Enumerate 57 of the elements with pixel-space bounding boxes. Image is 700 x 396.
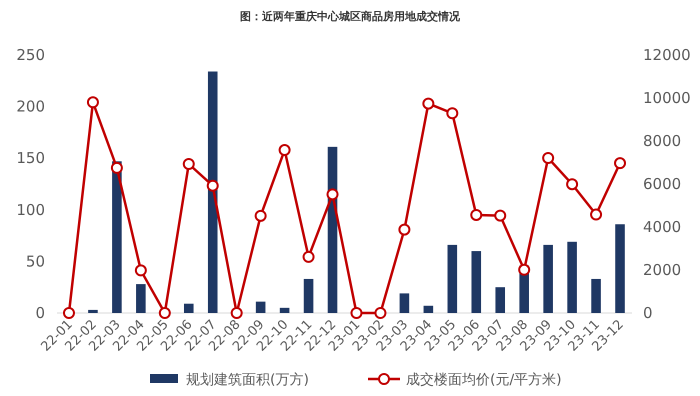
- bar: [208, 72, 218, 313]
- point: [350, 307, 362, 319]
- point: [566, 178, 578, 190]
- title: 图：近两年重庆中心城区商品房用地成交情况: [240, 10, 460, 23]
- bar: [304, 278, 314, 313]
- legend-label: 规划建筑面积(万方): [186, 372, 309, 388]
- y-tick-label: 50: [26, 252, 45, 270]
- y2-tick-label: 4000: [643, 218, 682, 236]
- point: [590, 208, 602, 221]
- legend-label: 成交楼面均价(元/平方米): [406, 372, 562, 388]
- y2-tick-label: 12000: [643, 46, 691, 64]
- point: [254, 210, 267, 222]
- bar: [615, 224, 625, 313]
- bar: [495, 287, 506, 313]
- bar: [280, 308, 290, 313]
- bar: [448, 244, 458, 313]
- bar: [136, 284, 146, 313]
- point: [206, 180, 219, 192]
- point: [86, 96, 99, 108]
- bar: [112, 161, 122, 313]
- bar: [543, 244, 553, 313]
- y2-tick-label: 0: [643, 304, 653, 322]
- bar: [88, 310, 98, 313]
- point: [494, 210, 506, 222]
- point: [278, 144, 291, 156]
- point: [158, 307, 171, 319]
- point: [422, 98, 434, 110]
- y2-tick-label: 10000: [643, 89, 691, 107]
- point: [542, 152, 554, 164]
- bar: [400, 293, 410, 313]
- point: [446, 107, 458, 120]
- point: [302, 250, 315, 263]
- y2-tick-label: 2000: [643, 261, 682, 279]
- bar: [256, 302, 266, 313]
- y2-tick-label: 6000: [643, 175, 682, 193]
- y-tick-label: 0: [35, 304, 45, 322]
- y-tick-label: 200: [16, 98, 45, 116]
- bar: [567, 242, 577, 313]
- point: [110, 162, 123, 174]
- y2-tick-label: 8000: [643, 132, 682, 150]
- point: [518, 264, 530, 276]
- point: [326, 188, 339, 200]
- point: [134, 264, 147, 276]
- point: [374, 307, 386, 319]
- bar: [471, 251, 482, 313]
- point: [62, 307, 75, 319]
- point: [614, 157, 626, 170]
- point: [470, 208, 482, 221]
- y-tick-label: 250: [16, 46, 45, 64]
- point: [182, 158, 195, 170]
- y-tick-label: 150: [16, 149, 45, 168]
- bar: [184, 304, 194, 313]
- y-tick-label: 100: [16, 200, 45, 219]
- point: [398, 224, 410, 236]
- bar: [424, 306, 434, 313]
- point: [230, 307, 243, 319]
- bar: [591, 278, 601, 313]
